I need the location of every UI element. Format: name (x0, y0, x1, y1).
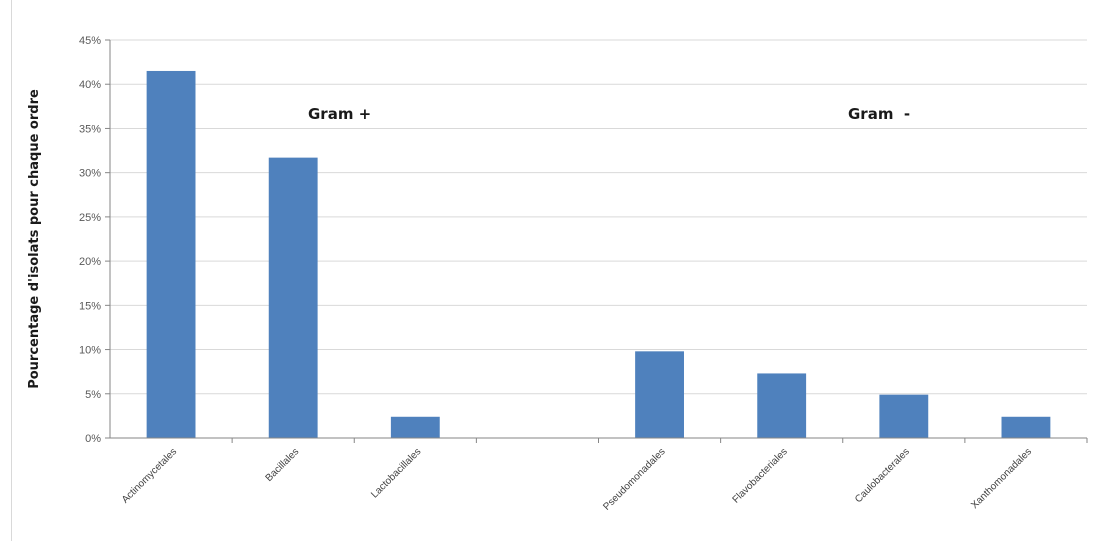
x-tick-label: Xanthomonadales (969, 446, 1034, 511)
y-tick-label: 30% (79, 168, 101, 180)
bar-actinomycetales (146, 70, 196, 438)
y-tick-label: 45% (79, 35, 101, 47)
y-tick-label: 5% (85, 389, 101, 401)
y-tick-label: 40% (79, 79, 101, 91)
bar-bacillales (268, 157, 318, 438)
y-tick-label: 10% (79, 345, 101, 357)
chart-frame: 0% 5% 10% 15% 20% 25% 30% 35% 40% 45% Actinomycet… (11, 0, 1098, 541)
y-axis-label: Pourcentage d'isolats pour chaque ordre (27, 89, 42, 389)
bar-pseudomonadales (635, 351, 684, 438)
x-tick-label: Bacillales (264, 446, 302, 484)
x-tick-label: Actinomycetales (120, 446, 179, 505)
x-tick-labels: Actinomycetales Bacillales Lactobacillales… (120, 438, 1088, 513)
x-tick-label: Pseudomonadales (601, 446, 667, 512)
bar-flavobacteriales (757, 373, 807, 438)
axes (109, 40, 1087, 439)
annotation-gram-negative: Gram - (848, 105, 910, 123)
y-tick-label: 15% (79, 300, 101, 312)
y-tick-label: 35% (79, 123, 101, 135)
x-tick-label: Flavobacteriales (731, 446, 790, 505)
bar-xanthomonadales (1001, 416, 1051, 438)
y-tick-label: 20% (79, 256, 101, 268)
annotation-gram-positive: Gram + (308, 105, 371, 123)
bar-caulobacterales (879, 394, 929, 438)
x-tick-label: Caulobacterales (853, 446, 912, 505)
bar-chart: 0% 5% 10% 15% 20% 25% 30% 35% 40% 45% Actinomycet… (27, 35, 1088, 513)
grid-lines (110, 39, 1087, 395)
y-tick-label: 25% (79, 212, 101, 224)
bars (146, 70, 1051, 438)
x-tick-label: Lactobacillales (369, 446, 423, 500)
bar-lactobacillales (390, 416, 440, 438)
y-tick-label: 0% (85, 433, 101, 445)
y-tick-labels: 0% 5% 10% 15% 20% 25% 30% 35% 40% 45% (79, 35, 110, 445)
